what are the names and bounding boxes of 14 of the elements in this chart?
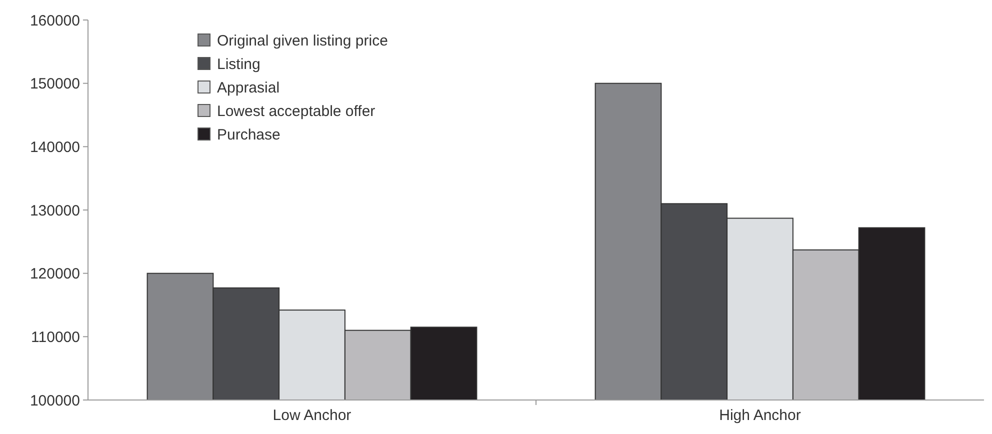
y-tick-label: 160000 (30, 12, 80, 30)
y-tick-label: 120000 (30, 266, 80, 283)
legend-label: Purchase (217, 126, 280, 144)
y-tick-label: 130000 (30, 202, 80, 220)
legend-label: Apprasial (217, 79, 280, 96)
y-tick-label: 100000 (30, 392, 80, 410)
legend-label: Original given listing price (217, 32, 388, 50)
legend-label: Lowest acceptable offer (217, 102, 376, 120)
y-tick-label: 110000 (31, 328, 80, 346)
y-tick-label: 140000 (30, 138, 80, 156)
x-tick-label: High Anchor (719, 407, 801, 424)
legend-label: Listing (217, 56, 260, 73)
x-tick-label: Low Anchor (272, 407, 352, 424)
y-tick-label: 150000 (30, 76, 80, 93)
